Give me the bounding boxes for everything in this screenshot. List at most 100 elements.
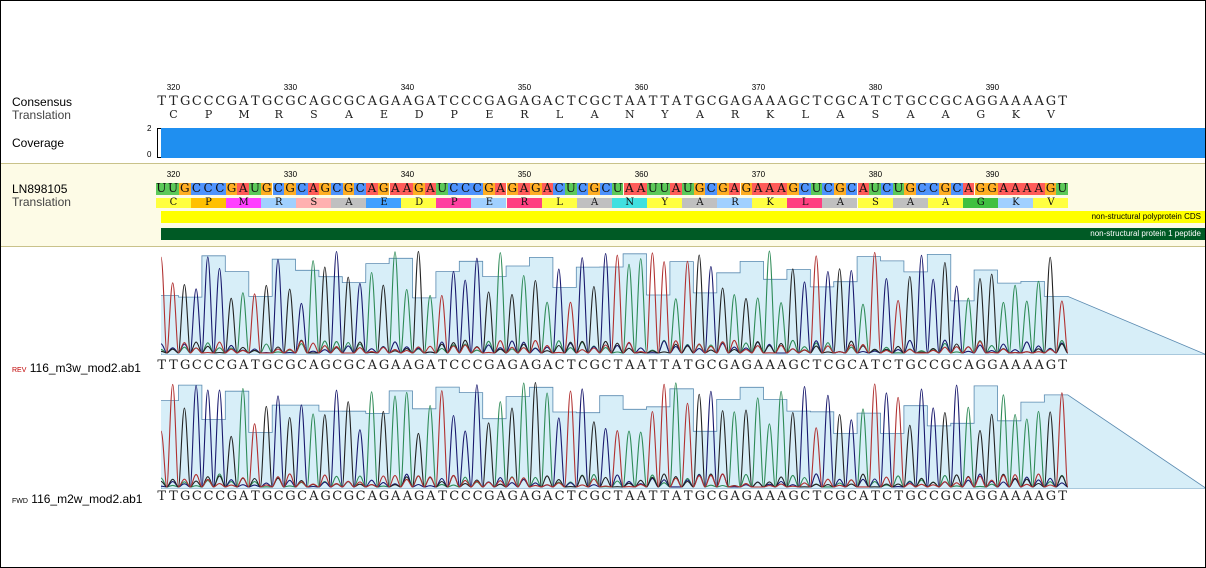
read1-base: G xyxy=(378,358,390,373)
consensus-base: A xyxy=(543,94,553,109)
reference-base-cell xyxy=(951,183,963,195)
read1-base: C xyxy=(952,358,963,373)
consensus-base: A xyxy=(1011,94,1021,109)
read1-base: A xyxy=(402,358,413,373)
cds-annotation[interactable]: non-structural polyprotein CDS xyxy=(161,211,1205,223)
read1-base: G xyxy=(987,358,998,373)
consensus-amino-acid: G xyxy=(976,108,986,121)
reference-base-cell xyxy=(225,183,238,195)
read1-base: C xyxy=(203,358,214,373)
reference-base: A xyxy=(636,181,646,195)
coverage-bar[interactable] xyxy=(161,128,1205,158)
consensus-base: G xyxy=(285,94,296,109)
consensus-base: A xyxy=(391,94,401,109)
reference-base: G xyxy=(975,181,986,195)
reference-base: G xyxy=(940,181,951,195)
read2-base: G xyxy=(1045,489,1057,504)
cds-annotation-label: non-structural polyprotein CDS xyxy=(1091,212,1201,221)
consensus-base: C xyxy=(355,94,366,109)
read1-base: G xyxy=(507,358,518,373)
reference-base-cell xyxy=(319,183,331,195)
reference-base: A xyxy=(765,181,775,195)
consensus-base: A xyxy=(519,94,530,109)
read2-base: T xyxy=(660,489,670,504)
read1-label[interactable]: REV 116_m3w_mod2.ab1 xyxy=(12,361,141,375)
read1-base: G xyxy=(261,358,273,373)
consensus-base: C xyxy=(273,94,284,109)
read1-base: A xyxy=(519,358,530,373)
read2-base: A xyxy=(636,489,647,504)
read2-base: A xyxy=(426,489,436,504)
reference-amino-acid: R xyxy=(520,197,529,208)
reference-amino-acid: L xyxy=(556,197,563,208)
reference-base: U xyxy=(167,181,179,195)
read1-base: A xyxy=(496,358,506,373)
read1-direction-tag: REV xyxy=(12,367,27,374)
consensus-amino-acid: A xyxy=(695,108,704,121)
trace-channel-T xyxy=(161,383,1069,488)
consensus-base: T xyxy=(660,94,670,109)
read1-base: C xyxy=(332,358,343,373)
read1-base: C xyxy=(577,358,588,373)
consensus-base: G xyxy=(413,94,425,109)
reference-base-cell xyxy=(916,183,928,195)
consensus-base: C xyxy=(203,94,214,109)
reference-base-cell xyxy=(237,183,250,195)
read2-base: T xyxy=(251,489,260,504)
reference-base-cell xyxy=(1044,183,1057,195)
peptide-annotation[interactable]: non-structural protein 1 peptide xyxy=(161,228,1205,240)
read1-base: C xyxy=(823,358,834,373)
reference-base-cell xyxy=(565,183,577,195)
read1-base: A xyxy=(625,358,635,373)
reference-base: U xyxy=(565,181,576,195)
ruler-tick-label: 370 xyxy=(751,83,766,92)
reference-amino-acid: P xyxy=(205,197,212,208)
reference-base-cell xyxy=(799,183,811,195)
read1-base: T xyxy=(660,358,670,373)
consensus-base: T xyxy=(157,94,167,109)
reference-base: C xyxy=(332,181,342,195)
reference-amino-acid-cell xyxy=(366,198,402,208)
reference-amino-acid-cell xyxy=(436,198,472,208)
reference-base: A xyxy=(426,181,435,195)
coverage-min-tick: 0 xyxy=(147,150,152,159)
reference-amino-acid-cell xyxy=(506,198,542,208)
ruler-tick-label: 320 xyxy=(166,170,181,179)
read2-base: G xyxy=(413,489,425,504)
consensus-translation-label: Translation xyxy=(12,108,71,122)
reference-amino-acid-cell xyxy=(927,198,963,208)
read1-base: C xyxy=(917,358,928,373)
read2-base: T xyxy=(1058,489,1067,504)
chromatogram-read2[interactable] xyxy=(161,379,1206,489)
ruler-tick-label: 350 xyxy=(517,83,532,92)
read2-base: A xyxy=(1022,489,1033,504)
read2-label[interactable]: FWD 116_m2w_mod2.ab1 xyxy=(12,492,142,506)
consensus-base: T xyxy=(894,94,904,109)
ruler-tick-label: 340 xyxy=(400,170,415,179)
read1-base: G xyxy=(226,358,238,373)
reference-amino-acid-cell xyxy=(331,198,367,208)
consensus-amino-acid: A xyxy=(941,108,950,121)
reference-base-cell xyxy=(611,183,624,195)
consensus-base: T xyxy=(683,94,693,109)
consensus-base: C xyxy=(332,94,343,109)
reference-base-cell xyxy=(600,183,612,195)
reference-base: C xyxy=(847,181,857,195)
reference-amino-acid-cell xyxy=(822,198,858,208)
reference-base: A xyxy=(543,181,552,195)
consensus-base: C xyxy=(449,94,460,109)
reference-base: G xyxy=(1045,181,1056,195)
reference-base: G xyxy=(261,181,272,195)
chromatogram-read1[interactable] xyxy=(161,247,1206,355)
reference-base-cell xyxy=(576,183,589,195)
read2-base: T xyxy=(157,489,167,504)
read2-base: T xyxy=(894,489,904,504)
read2-base: C xyxy=(203,489,214,504)
reference-base-cell xyxy=(986,183,998,195)
consensus-base: C xyxy=(601,94,612,109)
read1-base: G xyxy=(694,358,706,373)
reference-base-cell xyxy=(810,183,823,195)
reference-base: G xyxy=(413,181,424,195)
read1-base: C xyxy=(847,358,858,373)
ruler-tick-label: 380 xyxy=(868,170,883,179)
